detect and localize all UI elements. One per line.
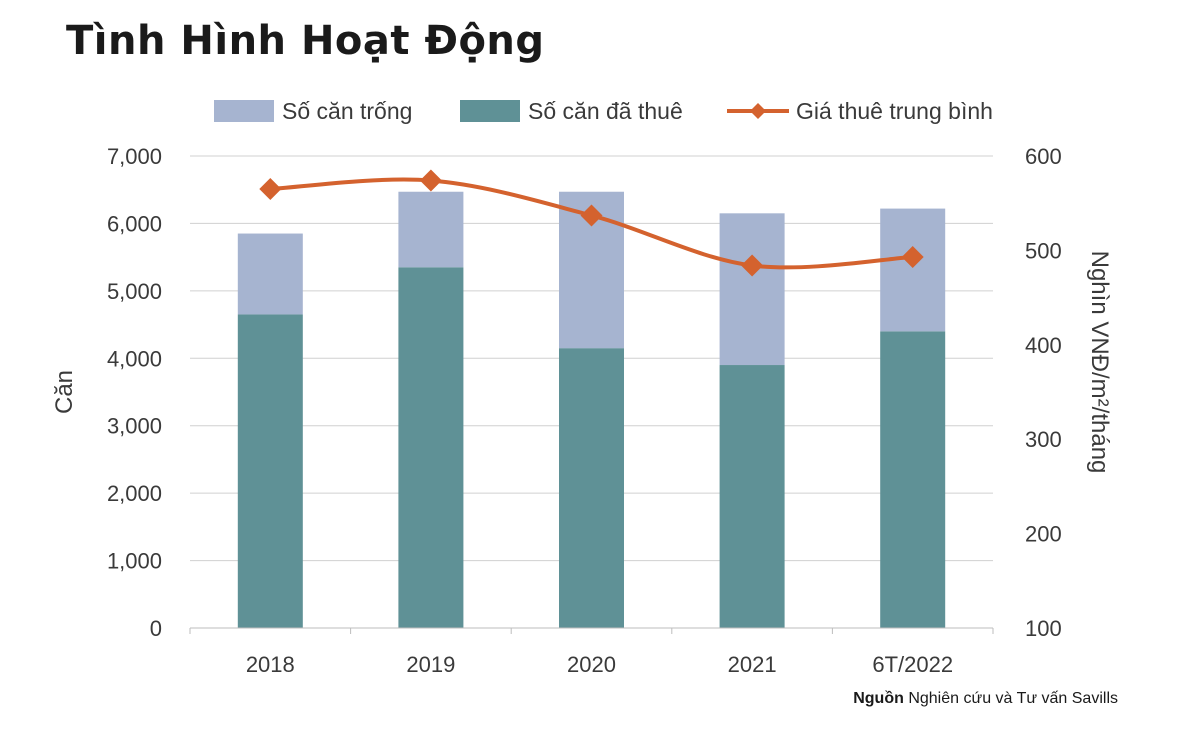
x-tick-label: 2021 <box>728 652 777 677</box>
y-tick-label: 3,000 <box>107 414 162 439</box>
bar-leased <box>880 331 946 628</box>
bar-vacant <box>880 208 946 332</box>
source-note: Nguồn Nghiên cứu và Tư vấn Savills <box>853 690 1118 708</box>
x-tick-label: 2019 <box>406 652 455 677</box>
axes: 0 1,000 2,000 3,000 4,000 5,000 6,000 7,000 100 2… <box>51 144 1113 677</box>
bar-leased <box>237 314 303 628</box>
y2-tick-label: 200 <box>1025 522 1062 547</box>
y2-axis-title: Nghìn VNĐ/m²/tháng <box>1086 251 1113 474</box>
legend-label-leased: Số căn đã thuê <box>528 98 683 124</box>
x-tick-label: 2018 <box>246 652 295 677</box>
legend-marker-price <box>750 103 766 119</box>
y-tick-label: 2,000 <box>107 481 162 506</box>
bar-vacant <box>719 213 785 366</box>
x-tick-label: 2020 <box>567 652 616 677</box>
legend: Số căn trống Số căn đã thuê Giá thuê trung… <box>214 98 993 124</box>
price-line <box>259 169 924 277</box>
x-tick-label: 6T/2022 <box>872 652 953 677</box>
y2-tick-label: 400 <box>1025 333 1062 358</box>
price-point <box>419 169 442 192</box>
y-tick-label: 0 <box>150 616 162 641</box>
y-tick-label: 6,000 <box>107 211 162 236</box>
legend-label-vacant: Số căn trống <box>282 98 412 124</box>
bar-vacant <box>237 233 303 315</box>
y2-tick-label: 500 <box>1025 238 1062 263</box>
bar-leased <box>398 267 464 628</box>
legend-label-price: Giá thuê trung bình <box>796 98 993 124</box>
y-tick-label: 4,000 <box>107 346 162 371</box>
source-text: Nghiên cứu và Tư vấn Savills <box>908 690 1118 707</box>
price-point <box>901 246 924 269</box>
bar-leased <box>719 365 785 628</box>
y-tick-label: 1,000 <box>107 549 162 574</box>
legend-swatch-vacant <box>214 100 274 122</box>
chart-title: Tình Hình Hoạt Động <box>66 18 545 64</box>
y-tick-label: 5,000 <box>107 279 162 304</box>
y-tick-label: 7,000 <box>107 144 162 169</box>
bars <box>237 191 946 628</box>
price-point <box>580 204 603 227</box>
bar-vacant <box>398 191 464 268</box>
y2-tick-label: 100 <box>1025 616 1062 641</box>
y2-tick-label: 600 <box>1025 144 1062 169</box>
price-point <box>741 254 764 277</box>
y2-tick-label: 300 <box>1025 427 1062 452</box>
price-point <box>259 178 282 201</box>
y-axis-title: Căn <box>51 370 78 414</box>
bar-leased <box>559 348 624 628</box>
legend-swatch-leased <box>460 100 520 122</box>
source-label: Nguồn <box>853 690 904 707</box>
